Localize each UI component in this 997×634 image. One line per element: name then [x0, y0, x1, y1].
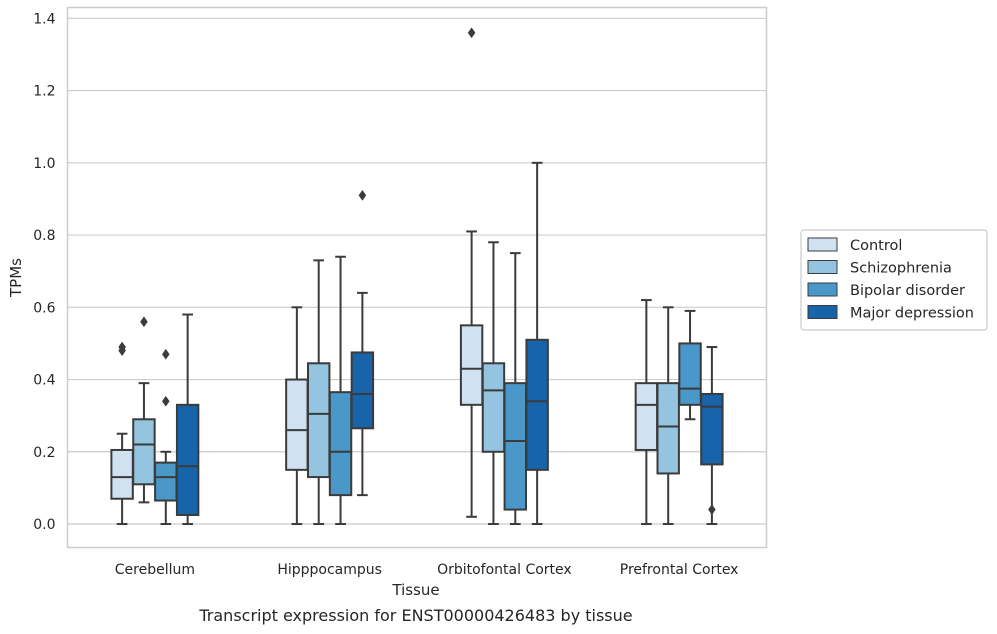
box-major-depression-0 — [175, 313, 200, 526]
box-body — [285, 378, 309, 471]
box-bipolar-disorder-1 — [328, 255, 353, 526]
y-tick-label: 0.8 — [33, 228, 55, 244]
box-body — [634, 382, 659, 451]
box-body — [525, 338, 549, 471]
box-schizophrenia-0 — [132, 316, 156, 504]
box-body — [459, 324, 484, 406]
legend-label: Control — [850, 238, 902, 254]
box-bipolar-disorder-0 — [154, 348, 178, 526]
y-tick-label: 0.0 — [33, 517, 55, 533]
box-control-0 — [110, 341, 134, 526]
box-schizophrenia-1 — [306, 259, 331, 526]
box-body — [481, 362, 506, 453]
box-body — [503, 382, 528, 511]
box-body — [154, 461, 178, 502]
box-body — [132, 418, 156, 486]
y-tick-label: 1.0 — [33, 156, 55, 172]
box-body — [700, 392, 724, 466]
legend-swatch — [807, 260, 838, 274]
outlier-point — [140, 316, 148, 328]
box-major-depression-2 — [525, 161, 549, 526]
box-control-1 — [285, 306, 309, 526]
legend-swatch — [807, 282, 838, 297]
box-body — [678, 342, 702, 406]
box-schizophrenia-3 — [656, 306, 680, 526]
box-bipolar-disorder-2 — [503, 252, 528, 526]
box-series — [110, 27, 724, 526]
x-tick-label: Prefrontal Cortex — [620, 562, 739, 578]
box-body — [175, 403, 200, 516]
x-axis-ticks: Cerebellum Hipppocampus Orbitofontal Corte… — [115, 562, 739, 578]
outlier-point — [118, 341, 126, 353]
y-axis-ticks: 0.0 0.2 0.4 0.6 0.8 1.0 1.2 1.4 — [33, 11, 55, 533]
y-tick-label: 0.4 — [33, 373, 55, 389]
legend-label: Major depression — [850, 306, 974, 322]
box-body — [350, 351, 375, 430]
box-major-depression-3 — [700, 346, 724, 526]
x-tick-label: Orbitofontal Cortex — [437, 562, 572, 578]
box-bipolar-disorder-3 — [678, 309, 702, 421]
plot-frame — [66, 6, 768, 549]
box-major-depression-1 — [350, 189, 375, 497]
outlier-point — [358, 189, 367, 201]
outlier-point — [708, 504, 716, 516]
box-body — [328, 391, 353, 497]
x-tick-label: Hipppocampus — [277, 562, 382, 578]
figure-caption: Transcript expression for ENST0000042648… — [199, 606, 633, 625]
y-axis-label: TPMs — [7, 258, 25, 298]
legend-frame — [800, 229, 988, 331]
outlier-point — [161, 395, 170, 407]
y-tick-label: 1.4 — [33, 11, 55, 27]
x-tick-label: Cerebellum — [115, 562, 195, 578]
legend-label: Schizophrenia — [850, 261, 952, 277]
legend-swatch — [807, 305, 838, 319]
legend-swatch — [807, 237, 838, 252]
outlier-point — [161, 348, 170, 360]
outlier-point — [467, 27, 476, 39]
legend: Control Schizophrenia Bipolar disorder Majo… — [800, 229, 988, 331]
y-tick-label: 1.2 — [33, 84, 55, 100]
box-body — [110, 448, 134, 500]
box-body — [656, 382, 680, 475]
box-control-2 — [459, 27, 484, 518]
box-schizophrenia-2 — [481, 241, 506, 526]
box-body — [306, 362, 331, 479]
legend-label: Bipolar disorder — [850, 283, 965, 299]
box-control-3 — [634, 299, 659, 526]
x-axis-label: Tissue — [391, 581, 439, 599]
y-tick-label: 0.2 — [33, 445, 55, 461]
y-tick-label: 0.6 — [33, 300, 55, 316]
